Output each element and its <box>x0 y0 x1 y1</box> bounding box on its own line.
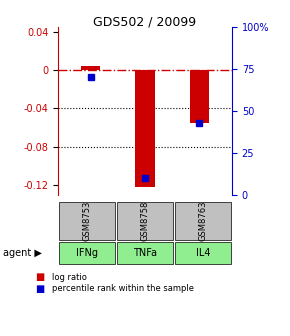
Text: agent ▶: agent ▶ <box>3 248 42 258</box>
Text: ■: ■ <box>35 272 44 282</box>
Text: ■: ■ <box>35 284 44 294</box>
Text: GSM8758: GSM8758 <box>140 201 150 241</box>
Text: percentile rank within the sample: percentile rank within the sample <box>52 285 194 293</box>
Bar <box>190 70 209 123</box>
Text: IL4: IL4 <box>196 248 210 258</box>
Text: log ratio: log ratio <box>52 273 87 282</box>
Text: GSM8753: GSM8753 <box>82 201 92 241</box>
Text: IFNg: IFNg <box>76 248 98 258</box>
Text: GSM8763: GSM8763 <box>198 201 208 241</box>
Bar <box>81 66 100 70</box>
Bar <box>135 70 155 187</box>
Text: GDS502 / 20099: GDS502 / 20099 <box>93 15 197 28</box>
Text: TNFa: TNFa <box>133 248 157 258</box>
